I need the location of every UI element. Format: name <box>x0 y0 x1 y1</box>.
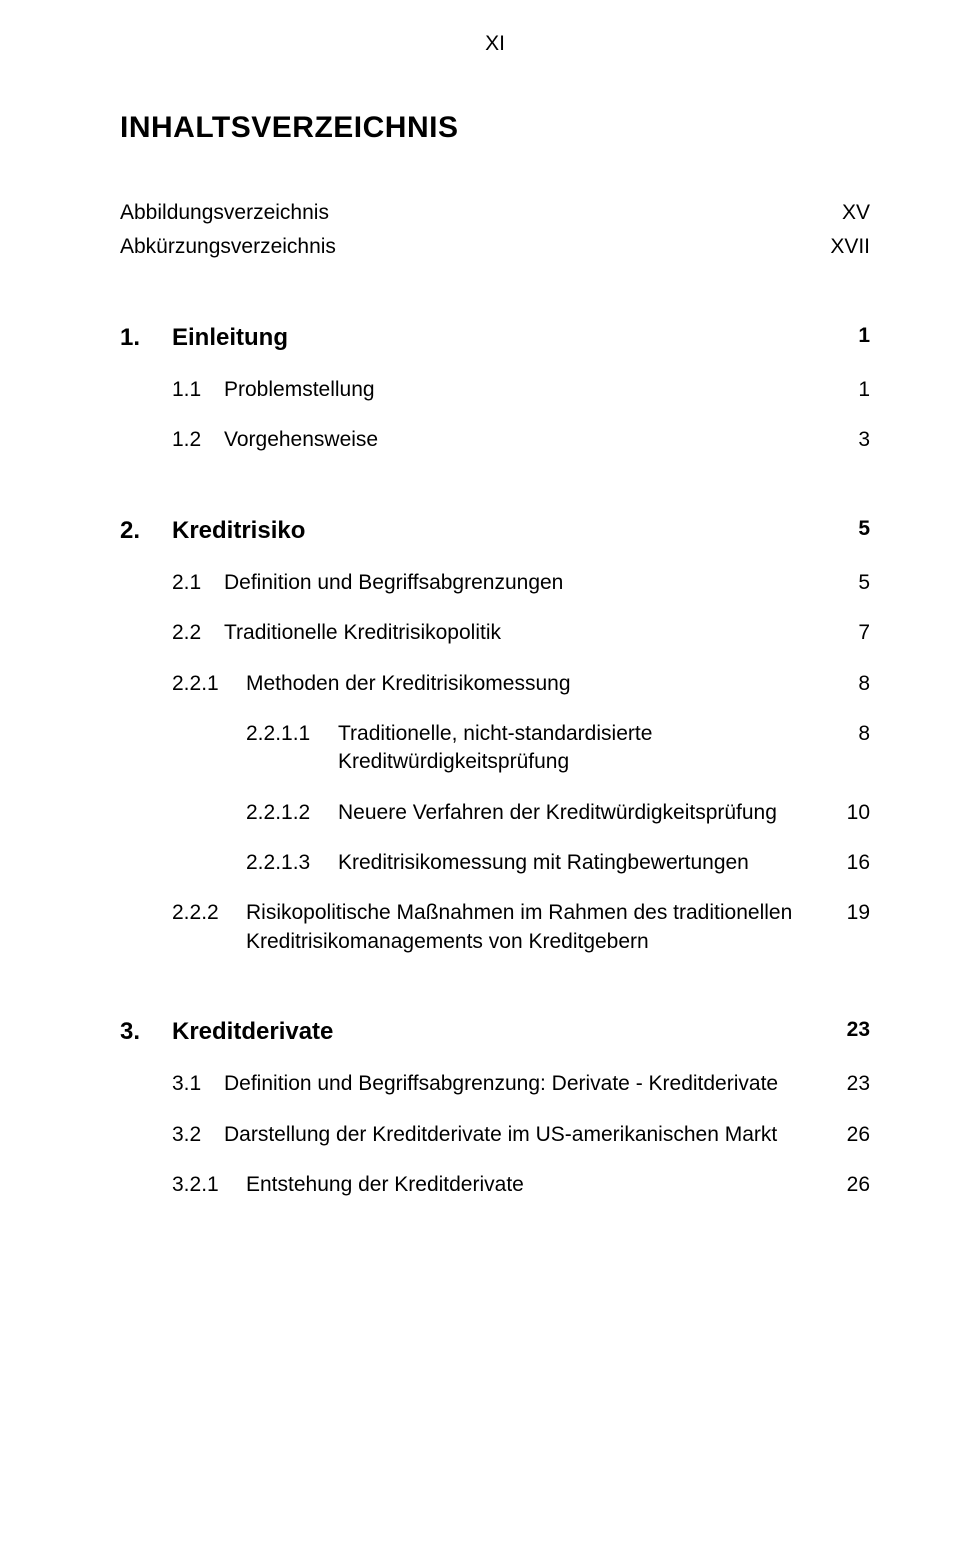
toc-entry-label: Kreditrisiko <box>172 515 800 547</box>
toc-entry-page: 7 <box>800 619 870 647</box>
toc-entry-number: 2.2.1.1 <box>246 720 338 777</box>
toc-row: 3.2Darstellung der Kreditderivate im US-… <box>120 1121 870 1149</box>
toc-entry-label: Traditionelle Kreditrisikopolitik <box>224 619 800 647</box>
toc-title: INHALTSVERZEICHNIS <box>120 108 870 149</box>
toc-entry-label: Vorgehensweise <box>224 426 800 454</box>
toc-entry-label: Darstellung der Kreditderivate im US-ame… <box>224 1121 800 1149</box>
toc-entry-label: Problemstellung <box>224 376 800 404</box>
toc-entry-page: 26 <box>800 1171 870 1199</box>
toc-entry-label: Einleitung <box>172 322 800 354</box>
toc-row: 1.Einleitung1 <box>120 322 870 354</box>
spacer <box>120 410 870 426</box>
spacer <box>120 883 870 899</box>
toc-row: 1.1Problemstellung1 <box>120 376 870 404</box>
toc-row: 2.Kreditrisiko5 <box>120 515 870 547</box>
toc-entry-page: 1 <box>800 322 870 350</box>
toc-entry-page: 5 <box>800 569 870 597</box>
toc-row: 3.Kreditderivate23 <box>120 1016 870 1048</box>
spacer <box>120 1155 870 1171</box>
spacer <box>120 962 870 1016</box>
front-matter-row: AbbildungsverzeichnisXV <box>120 199 870 227</box>
toc-row: 2.2.1.3Kreditrisikomessung mit Rating­be… <box>120 849 870 877</box>
toc-row: 2.2.1Methoden der Kreditrisikomessung8 <box>120 670 870 698</box>
front-matter-list: AbbildungsverzeichnisXVAbkürzungsverzeic… <box>120 199 870 262</box>
toc-entry-number: 2. <box>120 515 172 547</box>
spacer <box>120 654 870 670</box>
toc-entry-number: 2.2.1 <box>172 670 246 698</box>
toc-row: 2.2.2Risikopolitische Maßnahmen im Rahme… <box>120 899 870 956</box>
toc-entry-page: 23 <box>800 1016 870 1044</box>
toc-row: 2.2.1.2Neuere Verfahren der Kredit­würdi… <box>120 799 870 827</box>
toc-entry-label: Kreditderivate <box>172 1016 800 1048</box>
front-matter-label: Abbildungsverzeichnis <box>120 199 800 227</box>
toc-entry-number: 2.2.1.3 <box>246 849 338 877</box>
toc-entry-page: 5 <box>800 515 870 543</box>
toc-entry-page: 8 <box>800 720 870 748</box>
toc-entries: 1.Einleitung11.1Problemstellung11.2Vorge… <box>120 268 870 1200</box>
toc-entry-number: 1.1 <box>172 376 224 404</box>
spacer <box>120 603 870 619</box>
toc-entry-number: 3. <box>120 1016 172 1048</box>
toc-entry-label: Kreditrisikomessung mit Rating­bewertung… <box>338 849 800 877</box>
toc-entry-page: 1 <box>800 376 870 404</box>
toc-row: 2.2.1.1Traditionelle, nicht-standardisie… <box>120 720 870 777</box>
toc-entry-number: 3.1 <box>172 1070 224 1098</box>
toc-entry-number: 1.2 <box>172 426 224 454</box>
toc-entry-number: 2.2 <box>172 619 224 647</box>
toc-entry-label: Methoden der Kreditrisikomessung <box>246 670 800 698</box>
front-matter-row: AbkürzungsverzeichnisXVII <box>120 233 870 261</box>
toc-row: 1.2Vorgehensweise3 <box>120 426 870 454</box>
toc-row: 2.1Definition und Begriffsabgrenzungen5 <box>120 569 870 597</box>
front-matter-label: Abkürzungsverzeichnis <box>120 233 800 261</box>
spacer <box>120 783 870 799</box>
spacer <box>120 1054 870 1070</box>
toc-entry-number: 2.2.2 <box>172 899 246 956</box>
toc-entry-page: 10 <box>800 799 870 827</box>
toc-row: 2.2Traditionelle Kreditrisikopolitik7 <box>120 619 870 647</box>
toc-entry-page: 26 <box>800 1121 870 1149</box>
spacer <box>120 704 870 720</box>
toc-entry-label: Definition und Begriffsabgrenzungen <box>224 569 800 597</box>
front-matter-page: XV <box>800 199 870 227</box>
toc-entry-page: 16 <box>800 849 870 877</box>
toc-entry-number: 2.1 <box>172 569 224 597</box>
toc-entry-label: Neuere Verfahren der Kredit­würdigkeitsp… <box>338 799 800 827</box>
page-marker: XI <box>120 30 870 58</box>
toc-entry-number: 3.2 <box>172 1121 224 1149</box>
spacer <box>120 461 870 515</box>
spacer <box>120 833 870 849</box>
toc-entry-page: 19 <box>800 899 870 927</box>
toc-entry-page: 8 <box>800 670 870 698</box>
toc-entry-number: 2.2.1.2 <box>246 799 338 827</box>
toc-entry-number: 1. <box>120 322 172 354</box>
toc-entry-label: Risikopolitische Maßnahmen im Rahmen des… <box>246 899 800 956</box>
toc-row: 3.1Definition und Begriffsabgrenzung: De… <box>120 1070 870 1098</box>
toc-entry-number: 3.2.1 <box>172 1171 246 1199</box>
spacer <box>120 360 870 376</box>
toc-entry-label: Definition und Begriffsabgrenzung: Deriv… <box>224 1070 800 1098</box>
spacer <box>120 1105 870 1121</box>
toc-entry-page: 3 <box>800 426 870 454</box>
toc-entry-label: Traditionelle, nicht-standardisierte Kre… <box>338 720 800 777</box>
spacer <box>120 553 870 569</box>
toc-row: 3.2.1Entstehung der Kreditderivate26 <box>120 1171 870 1199</box>
spacer <box>120 268 870 322</box>
toc-entry-label: Entstehung der Kreditderivate <box>246 1171 800 1199</box>
toc-entry-page: 23 <box>800 1070 870 1098</box>
front-matter-page: XVII <box>800 233 870 261</box>
